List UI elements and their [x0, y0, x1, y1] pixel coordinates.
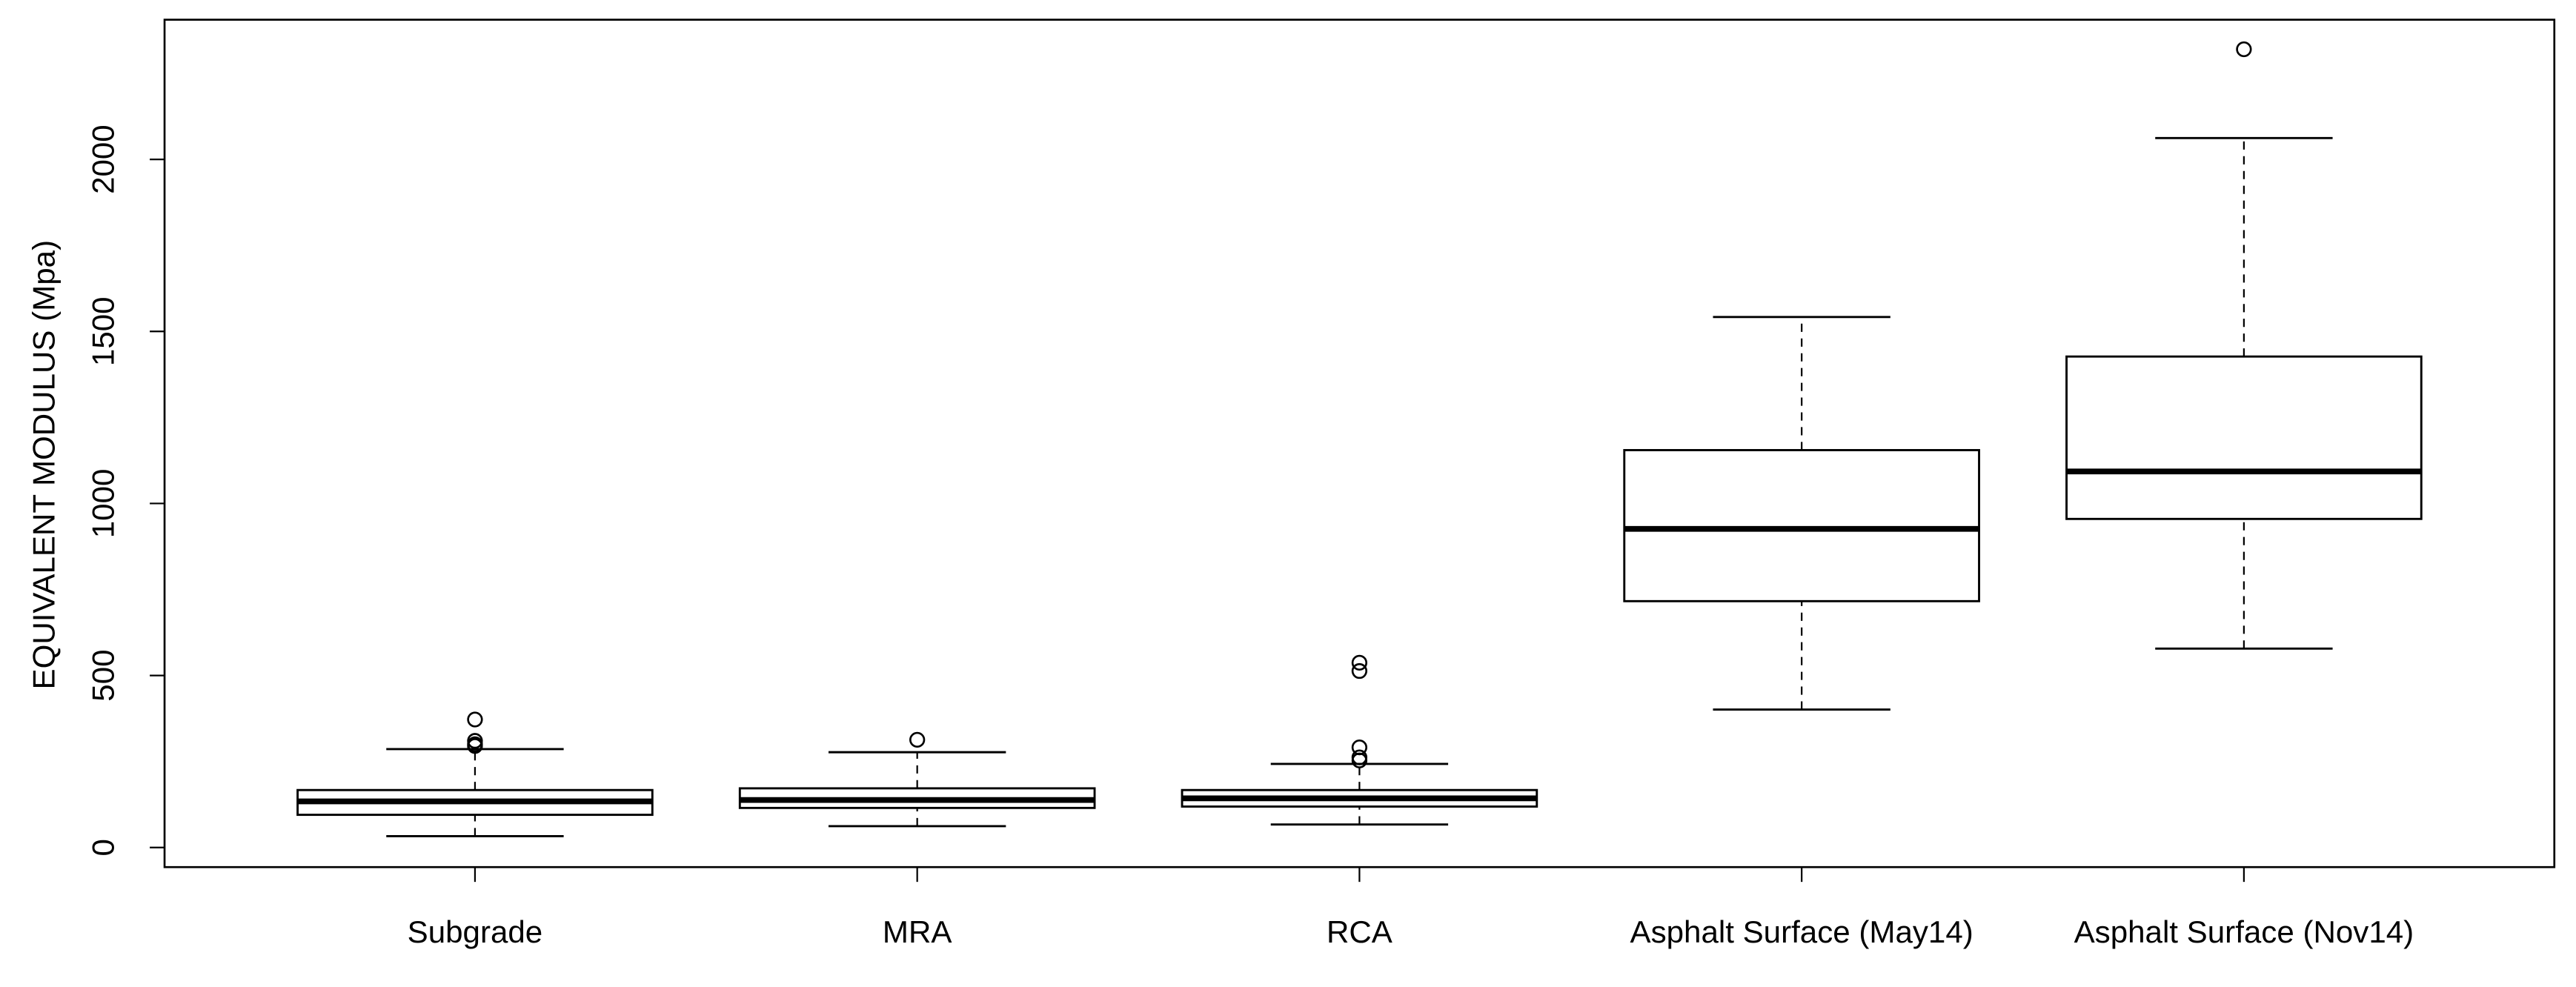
x-tick-label: RCA [1327, 914, 1392, 949]
outlier [467, 711, 483, 728]
outlier [1351, 749, 1368, 765]
x-tick-label: Subgrade [408, 914, 543, 949]
box [1623, 449, 1980, 602]
y-tick-label: 0 [85, 839, 120, 856]
outlier [2236, 41, 2252, 58]
x-tick-label: Asphalt Surface (May14) [1630, 914, 1974, 949]
box [2065, 355, 2423, 520]
outlier [1351, 752, 1368, 768]
y-tick-label: 500 [85, 649, 120, 701]
y-axis-label: EQUIVALENT MODULUS (Mpa) [27, 240, 62, 690]
x-tick-label: MRA [883, 914, 952, 949]
x-tick-label: Asphalt Surface (Nov14) [2074, 914, 2414, 949]
y-tick-label: 2000 [85, 124, 120, 194]
outlier [1351, 654, 1368, 671]
outlier [467, 738, 483, 754]
outlier [1351, 662, 1368, 679]
outlier [909, 731, 926, 748]
y-tick-label: 1000 [85, 469, 120, 539]
y-tick-label: 1500 [85, 296, 120, 366]
